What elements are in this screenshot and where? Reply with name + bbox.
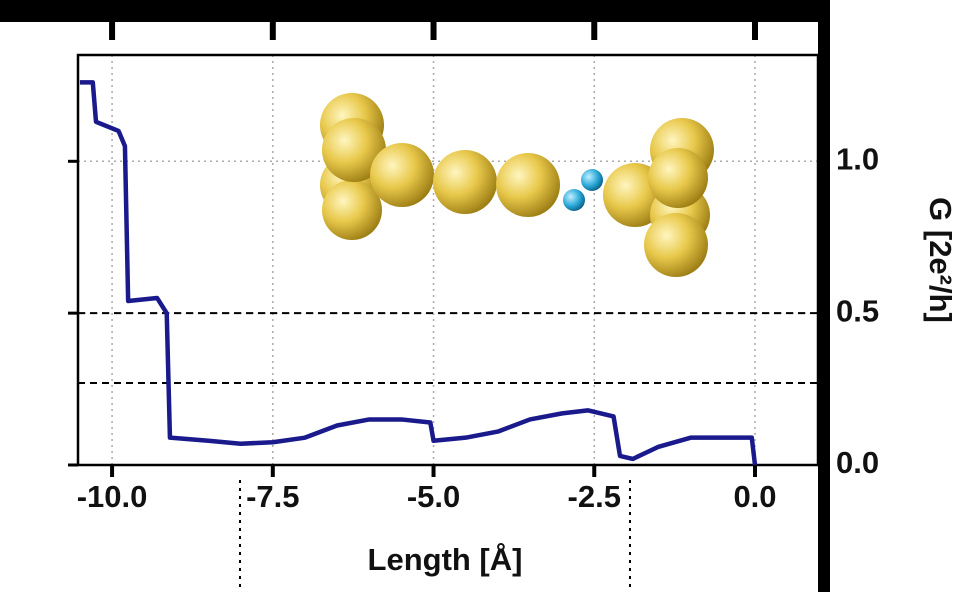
x-tick-label: -7.5 — [246, 479, 299, 514]
y-tick-label: 0.5 — [836, 293, 879, 328]
plot-frame — [76, 53, 820, 467]
data-line — [79, 80, 758, 466]
x-tick-label: 0.0 — [733, 479, 776, 514]
y-tick-label: 1.0 — [836, 141, 879, 176]
right-bar — [818, 0, 830, 592]
inset-molecule — [320, 93, 714, 277]
x-tick-label: -10.0 — [77, 479, 148, 514]
grid — [78, 55, 818, 465]
y-tick-label: 0.0 — [836, 445, 879, 480]
x-axis-label: Length [Å] — [368, 542, 523, 577]
y-axis-label: G [2e²/h] — [923, 197, 958, 323]
top-bar — [0, 0, 830, 22]
x-tick-label: -2.5 — [568, 479, 621, 514]
x-tick-label: -5.0 — [407, 479, 460, 514]
